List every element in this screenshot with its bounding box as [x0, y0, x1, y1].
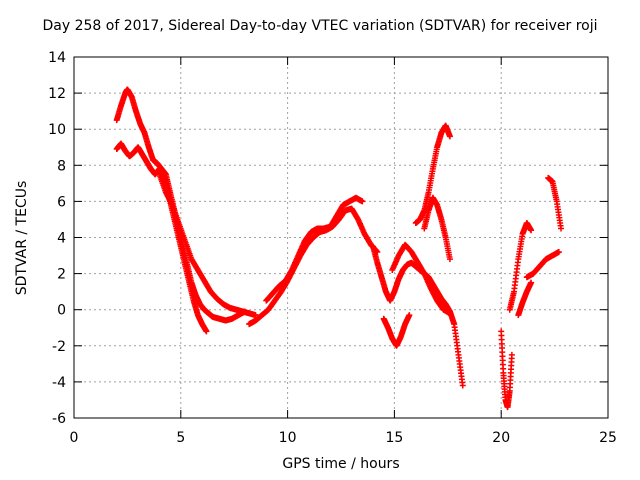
series-arc4 — [246, 205, 381, 328]
series-arc11 — [498, 328, 515, 411]
series-arc13 — [515, 279, 535, 319]
data-point — [446, 256, 453, 263]
x-tick-label: 15 — [385, 430, 403, 446]
data-point — [459, 382, 466, 389]
data-points — [113, 86, 565, 411]
data-point — [508, 351, 515, 358]
chart-title: Day 258 of 2017, Sidereal Day-to-day VTE… — [42, 18, 598, 34]
axis-ticks: -6 -4 -2 0 2 4 6 8 10 12 14 0 5 10 15 20 25 — [48, 50, 617, 446]
series-arc2 — [113, 140, 210, 335]
data-point — [359, 198, 366, 205]
series-arc9 — [412, 122, 453, 227]
data-point — [446, 310, 453, 317]
x-tick-label: 25 — [599, 430, 617, 446]
data-point — [406, 312, 413, 319]
y-tick-label: 12 — [48, 86, 66, 102]
x-axis-label: GPS time / hours — [282, 456, 400, 472]
series-arc12 — [506, 220, 535, 313]
y-tick-label: 10 — [48, 122, 66, 138]
y-tick-label: 0 — [57, 303, 66, 319]
x-tick-label: 20 — [492, 430, 510, 446]
grid-lines — [74, 57, 608, 418]
x-tick-label: 5 — [176, 430, 185, 446]
x-tick-label: 0 — [70, 430, 79, 446]
series-arc8 — [389, 241, 453, 317]
data-point — [558, 225, 565, 232]
data-point — [528, 227, 535, 234]
data-point — [446, 133, 453, 140]
data-point — [528, 279, 535, 286]
y-tick-label: 8 — [57, 158, 66, 174]
x-tick-label: 10 — [279, 430, 297, 446]
series-arc14 — [545, 174, 565, 232]
series-arc10 — [421, 194, 453, 263]
y-tick-label: -6 — [52, 411, 66, 427]
y-tick-label: -2 — [52, 339, 66, 355]
y-tick-label: 4 — [57, 231, 66, 247]
y-tick-label: 6 — [57, 194, 66, 210]
series-arc3 — [156, 171, 259, 319]
y-axis-label: SDTVAR / TECUs — [14, 180, 30, 296]
y-tick-label: -4 — [52, 375, 66, 391]
data-point — [203, 328, 210, 335]
y-tick-label: 14 — [48, 50, 66, 66]
data-point — [555, 248, 562, 255]
series-arc6 — [370, 243, 466, 389]
series-arc5 — [263, 194, 366, 304]
y-tick-label: 2 — [57, 267, 66, 283]
series-arc15 — [523, 248, 562, 281]
series-arc7 — [380, 312, 413, 349]
